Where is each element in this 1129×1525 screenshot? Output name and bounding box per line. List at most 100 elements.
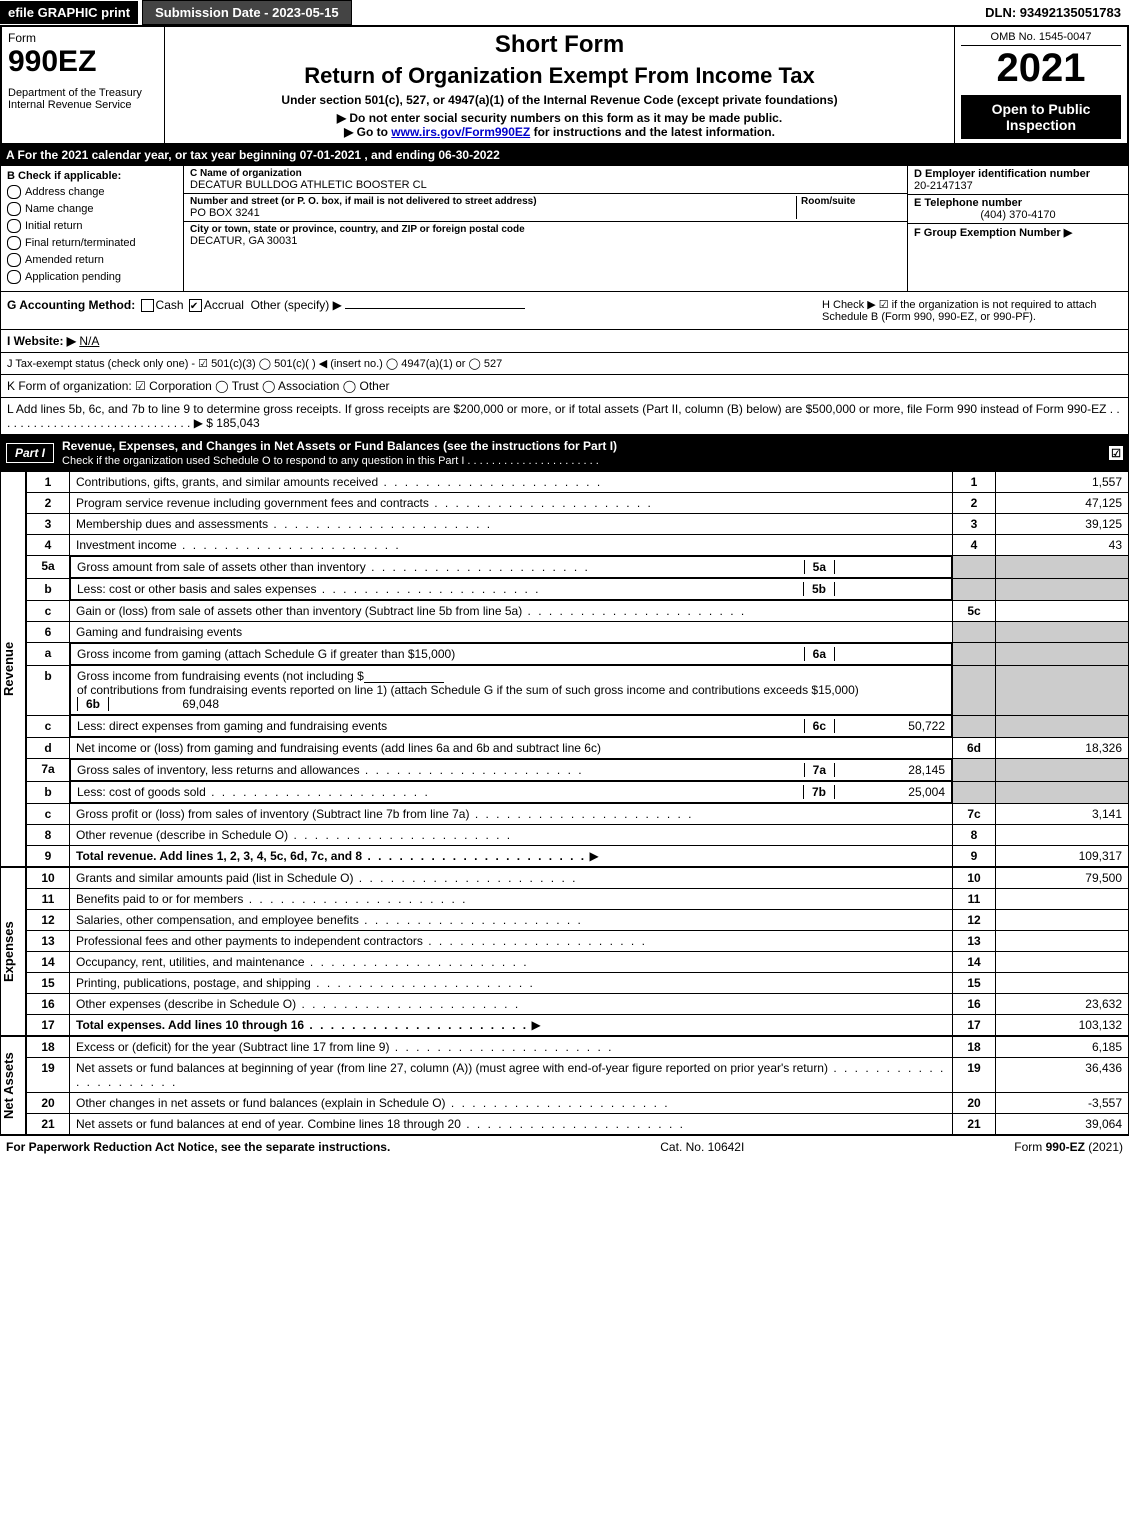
line-16: 16Other expenses (describe in Schedule O… <box>27 994 1129 1015</box>
line-box: 1 <box>953 472 996 493</box>
line-desc: Membership dues and assessments <box>76 517 492 531</box>
line-9: 9Total revenue. Add lines 1, 2, 3, 4, 5c… <box>27 846 1129 867</box>
arrow-icon: ▶ <box>589 849 598 863</box>
row-k: K Form of organization: ☑ Corporation ◯ … <box>0 375 1129 398</box>
line-num: 19 <box>27 1058 70 1093</box>
line-5a: 5aGross amount from sale of assets other… <box>27 556 1129 579</box>
line-14: 14 Occupancy, rent, utilities, and mainte… <box>27 952 1129 973</box>
instr2-post: for instructions and the latest informat… <box>530 125 775 139</box>
line-desc: Gain or (loss) from sale of assets other… <box>76 604 746 618</box>
chk-initial-return[interactable]: Initial return <box>7 219 177 233</box>
line-6c: cLess: direct expenses from gaming and f… <box>27 715 1129 738</box>
line-desc: Net assets or fund balances at beginning… <box>76 1061 945 1089</box>
line-desc: Gross profit or (loss) from sales of inv… <box>76 807 694 821</box>
line-desc: Gaming and fundraising events <box>70 622 953 643</box>
row-j: J Tax-exempt status (check only one) - ☑… <box>0 353 1129 375</box>
footer-left: For Paperwork Reduction Act Notice, see … <box>6 1140 390 1154</box>
line-box: 10 <box>953 868 996 889</box>
line-7c: cGross profit or (loss) from sales of in… <box>27 804 1129 825</box>
irs-label: Internal Revenue Service <box>8 99 158 111</box>
line-num: b <box>27 665 70 715</box>
line-num: b <box>27 578 70 601</box>
instruction-1: ▶ Do not enter social security numbers o… <box>171 111 948 125</box>
line-amount: 47,125 <box>996 493 1129 514</box>
line-10: 10Grants and similar amounts paid (list … <box>27 868 1129 889</box>
sub-amount <box>835 560 945 574</box>
chk-cash[interactable] <box>141 299 154 312</box>
revenue-section: Revenue 1Contributions, gifts, grants, a… <box>0 471 1129 867</box>
line-amount: 18,326 <box>996 738 1129 759</box>
line-1: 1 Contributions, gifts, grants, and simil… <box>27 472 1129 493</box>
submission-date: Submission Date - 2023-05-15 <box>142 0 352 25</box>
chk-final-return[interactable]: Final return/terminated <box>7 236 177 250</box>
room-label: Room/suite <box>801 196 901 207</box>
line-desc: Occupancy, rent, utilities, and maintena… <box>76 955 529 969</box>
group-exemption-label: F Group Exemption Number ▶ <box>914 226 1122 239</box>
line-desc: Contributions, gifts, grants, and simila… <box>76 475 602 489</box>
line-num: 4 <box>27 535 70 556</box>
line-amount: 6,185 <box>996 1037 1129 1058</box>
revenue-table: 1 Contributions, gifts, grants, and simil… <box>26 471 1129 867</box>
column-c: C Name of organization DECATUR BULLDOG A… <box>184 166 907 291</box>
part-1-checkbox[interactable]: ☑ <box>1109 446 1123 460</box>
line-num: 8 <box>27 825 70 846</box>
part-1-sub: Check if the organization used Schedule … <box>62 455 599 467</box>
address-label: Number and street (or P. O. box, if mail… <box>190 196 796 207</box>
other-label: Other (specify) ▶ <box>251 298 342 312</box>
line-amount: 23,632 <box>996 994 1129 1015</box>
line-box: 14 <box>953 952 996 973</box>
line-20: 20Other changes in net assets or fund ba… <box>27 1093 1129 1114</box>
line-desc: Gross income from gaming (attach Schedul… <box>77 647 804 661</box>
shade <box>953 781 996 804</box>
sub-amount <box>835 582 945 596</box>
line-desc: Net income or (loss) from gaming and fun… <box>70 738 953 759</box>
dept-label: Department of the Treasury <box>8 87 158 99</box>
column-b: B Check if applicable: Address change Na… <box>1 166 184 291</box>
line-box: 15 <box>953 973 996 994</box>
shade <box>996 759 1129 782</box>
cash-label: Cash <box>156 298 184 312</box>
line-amount: 36,436 <box>996 1058 1129 1093</box>
sub-box: 6a <box>804 647 835 661</box>
ein: 20-2147137 <box>914 180 1122 192</box>
line-num: 3 <box>27 514 70 535</box>
header-right: OMB No. 1545-0047 2021 Open to Public In… <box>955 27 1127 143</box>
sub-amount: 69,048 <box>109 697 219 711</box>
chk-label: Application pending <box>25 271 121 283</box>
line-desc: Salaries, other compensation, and employ… <box>76 913 583 927</box>
line-6a: aGross income from gaming (attach Schedu… <box>27 643 1129 666</box>
short-form-title: Short Form <box>171 31 948 59</box>
chk-application-pending[interactable]: Application pending <box>7 270 177 284</box>
shade <box>953 556 996 579</box>
shade <box>953 665 996 715</box>
chk-amended-return[interactable]: Amended return <box>7 253 177 267</box>
city: DECATUR, GA 30031 <box>190 235 901 247</box>
chk-address-change[interactable]: Address change <box>7 185 177 199</box>
shade <box>953 578 996 601</box>
part-1-label: Part I <box>6 443 54 463</box>
line-num: 6 <box>27 622 70 643</box>
row-l-amount: 185,043 <box>216 416 259 430</box>
chk-accrual[interactable] <box>189 299 202 312</box>
line-num: 1 <box>27 472 70 493</box>
line-box: 8 <box>953 825 996 846</box>
address: PO BOX 3241 <box>190 207 796 219</box>
line-box: 20 <box>953 1093 996 1114</box>
accounting-method: G Accounting Method: Cash Accrual Other … <box>7 298 822 323</box>
chk-name-change[interactable]: Name change <box>7 202 177 216</box>
line-box: 9 <box>953 846 996 867</box>
sub-box: 5b <box>803 582 835 596</box>
subtitle: Under section 501(c), 527, or 4947(a)(1)… <box>171 93 948 107</box>
irs-link[interactable]: www.irs.gov/Form990EZ <box>391 125 530 139</box>
line-box: 3 <box>953 514 996 535</box>
line-desc: Investment income <box>76 538 401 552</box>
shade <box>996 715 1129 738</box>
line-amount: 39,125 <box>996 514 1129 535</box>
expenses-side-label: Expenses <box>0 867 26 1036</box>
efile-label[interactable]: efile GRAPHIC print <box>0 1 138 24</box>
line-desc: Less: direct expenses from gaming and fu… <box>77 719 804 733</box>
expenses-section: Expenses 10Grants and similar amounts pa… <box>0 867 1129 1036</box>
line-5b: bLess: cost or other basis and sales exp… <box>27 578 1129 601</box>
acct-label: G Accounting Method: <box>7 298 135 312</box>
sub-amount: 25,004 <box>835 785 945 799</box>
